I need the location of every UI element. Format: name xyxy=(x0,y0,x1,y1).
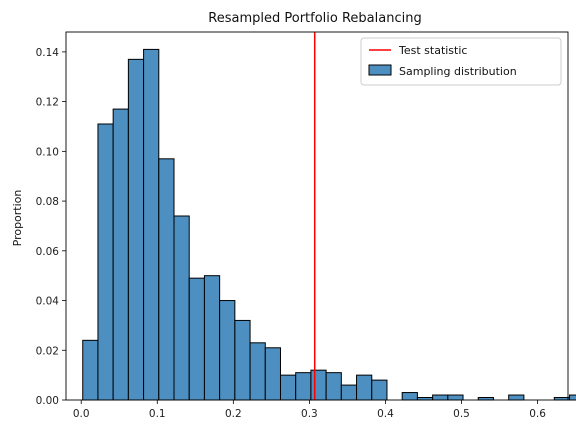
histogram-bar xyxy=(447,394,464,401)
histogram-bar xyxy=(356,374,373,401)
histogram-bar xyxy=(279,374,297,401)
histogram-bar xyxy=(143,48,160,401)
x-tick-label: 0.1 xyxy=(149,408,166,420)
histogram-bar xyxy=(340,384,358,401)
histogram-bar xyxy=(325,372,342,401)
histogram-bar xyxy=(569,394,576,401)
histogram-bar xyxy=(249,342,266,401)
histogram-bar xyxy=(203,275,221,401)
y-tick-label: 0.06 xyxy=(36,246,60,258)
histogram-bar xyxy=(264,347,281,401)
plot-frame xyxy=(65,31,569,401)
y-tick-label: 0.12 xyxy=(36,97,59,109)
y-tick-label: 0.14 xyxy=(36,47,60,59)
legend-box xyxy=(360,37,562,86)
x-tick-label: 0.4 xyxy=(377,408,394,420)
y-tick-label: 0.08 xyxy=(36,196,59,208)
x-axis: 0.0 0.1 0.2 0.3 0.4 0.5 0.6 xyxy=(73,400,546,420)
legend-bar-swatch xyxy=(368,64,392,76)
histogram-bar xyxy=(432,394,449,401)
histogram-bar xyxy=(97,123,114,401)
histogram-bar xyxy=(295,372,312,401)
y-axis-label: Proportion xyxy=(11,190,24,247)
legend-label-test-statistic: Test statistic xyxy=(398,44,467,57)
histogram-bar xyxy=(173,215,190,401)
legend: Test statistic Sampling distribution xyxy=(360,37,562,86)
x-tick-label: 0.0 xyxy=(73,408,90,420)
histogram-bar xyxy=(112,108,129,401)
x-tick-label: 0.6 xyxy=(529,408,546,420)
x-tick-label: 0.3 xyxy=(301,408,318,420)
y-axis: 0.00 0.02 0.04 0.06 0.08 0.10 0.12 0.14 xyxy=(36,47,66,407)
chart-title: Resampled Portfolio Rebalancing xyxy=(208,11,421,26)
histogram-bar xyxy=(158,158,175,401)
histogram-bar xyxy=(219,300,236,401)
histogram-bar xyxy=(508,394,525,401)
histogram-bar xyxy=(82,339,99,401)
x-tick-label: 0.2 xyxy=(225,408,242,420)
histogram-bar xyxy=(127,58,145,401)
y-tick-label: 0.10 xyxy=(36,146,59,158)
x-tick-label: 0.5 xyxy=(453,408,470,420)
histogram-bar xyxy=(310,369,327,401)
histogram-bar xyxy=(401,392,418,401)
legend-label-sampling-distribution: Sampling distribution xyxy=(399,65,517,78)
bars-group xyxy=(82,48,576,401)
histogram-bar xyxy=(234,319,251,401)
y-tick-label: 0.02 xyxy=(36,345,59,357)
y-tick-label: 0.04 xyxy=(36,296,60,308)
histogram-bar xyxy=(371,379,388,401)
y-tick-label: 0.00 xyxy=(36,395,59,407)
histogram-bar xyxy=(188,277,205,401)
